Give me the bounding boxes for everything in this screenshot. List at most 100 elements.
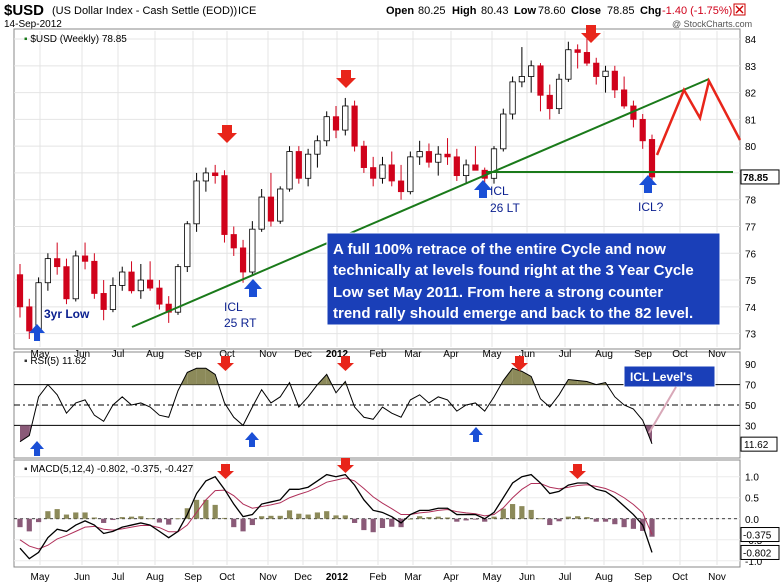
macd-last-value-label: -0.375 [743, 531, 772, 542]
candle [388, 151, 395, 187]
candle-body [342, 105, 349, 131]
macd-hist-bar [147, 518, 153, 520]
macd-hist-bar [584, 517, 590, 519]
candle-body [565, 49, 572, 80]
macd-hist-bar [45, 511, 51, 519]
macd-y-tick: 0.5 [745, 494, 759, 505]
rsi-last-value-label: 11.62 [744, 440, 769, 451]
candle [463, 159, 470, 184]
close-x-icon[interactable] [733, 3, 746, 16]
candle-body [648, 139, 656, 178]
macd-hist-bar [212, 504, 218, 519]
candle [277, 186, 284, 224]
macd-hist-bar [333, 515, 339, 519]
price-last-value-label: 78.85 [743, 173, 768, 184]
x-tick-label: Sep [634, 572, 652, 583]
x-tick-label: 2012 [326, 349, 349, 360]
macd-hist-bar [472, 518, 479, 520]
macd-hist-bar [575, 516, 581, 519]
candle-body [147, 279, 154, 289]
candle [128, 261, 135, 294]
low-label: Low [514, 5, 536, 17]
candle-body [128, 271, 135, 292]
x-tick-label: Aug [146, 572, 164, 583]
watermark: @ StockCharts.com [672, 19, 752, 29]
price-last-value-tag [740, 169, 780, 185]
x-tick-label: Sep [184, 572, 202, 583]
candle-body [119, 271, 126, 286]
candle-body [425, 151, 433, 163]
price-y-tick: 84 [745, 35, 757, 46]
rsi-fill [205, 368, 216, 385]
x-tick-label: Mar [404, 572, 422, 583]
candle-body [546, 94, 553, 110]
arrow-up-sep [639, 175, 657, 193]
candle-body [435, 153, 442, 163]
x-tick-label: May [31, 572, 50, 583]
candle-body [258, 196, 265, 230]
candle [537, 63, 544, 112]
note-line-1: A full 100% retrace of the entire Cycle … [333, 241, 666, 258]
icl-levels-label: ICL Level's [630, 370, 693, 384]
candle-body [16, 274, 24, 308]
candle-body [277, 188, 284, 222]
candle [202, 167, 209, 192]
macd-hist-bar [528, 509, 534, 519]
x-tick-label: Jul [559, 572, 572, 583]
rsi-y-tick: 70 [745, 381, 757, 392]
candle [453, 148, 460, 181]
candle [518, 47, 525, 88]
macd-hist-bar [286, 510, 293, 519]
candle [472, 146, 479, 171]
candle-body [202, 172, 209, 182]
candle-body [314, 140, 321, 155]
macd-line [19, 473, 653, 560]
candle-body [453, 156, 460, 177]
candle-body [295, 151, 302, 179]
candle-body [54, 258, 61, 268]
rsi-arrow-down-oct [217, 356, 234, 371]
macd-hist-bar [519, 506, 525, 519]
price-y-tick: 78 [745, 196, 757, 207]
price-y-tick: 73 [745, 330, 757, 341]
rsi-fill [20, 425, 30, 442]
x-tick-label: Dec [294, 349, 312, 360]
macd-hist-bar [324, 511, 330, 519]
macd-hist-bar [342, 515, 348, 519]
candle-body [221, 175, 228, 235]
candle [156, 280, 163, 310]
exchange-label: ICE [238, 5, 256, 17]
candle-body [230, 234, 237, 249]
x-tick-label: Nov [708, 572, 726, 583]
chg-value: -1.40 (-1.75%) [662, 5, 732, 17]
macd-hist-bar [166, 518, 172, 525]
candle-body [602, 70, 609, 77]
x-tick-label: Feb [369, 349, 387, 360]
candle [258, 189, 265, 232]
x-tick-label: Jun [519, 572, 535, 583]
macd-hist-bar [565, 516, 571, 519]
close-label: Close [571, 5, 601, 17]
rsi-fill [196, 368, 206, 385]
macd-hist-bar [156, 518, 163, 523]
candle [267, 172, 275, 227]
candle-body [416, 151, 423, 158]
candle-body [212, 172, 219, 177]
candle [137, 263, 144, 299]
macd-hist-bar [351, 518, 358, 523]
candle [54, 242, 61, 275]
macd-y-tick: 1.0 [745, 473, 759, 484]
macd-hist-bar [379, 518, 386, 529]
rsi-layer [14, 367, 740, 444]
candle [249, 221, 256, 275]
macd-hist-bar [110, 518, 116, 521]
rsi-y-tick: 90 [745, 360, 757, 371]
macd-hist-bar [240, 518, 246, 532]
label-icl-26: ICL [490, 184, 509, 198]
note-box [326, 232, 721, 326]
candle [593, 57, 600, 85]
candle [239, 239, 247, 283]
x-tick-label: Oct [219, 572, 235, 583]
candle-body [621, 89, 628, 107]
note-line-2: technically at levels found right at the… [333, 262, 694, 279]
